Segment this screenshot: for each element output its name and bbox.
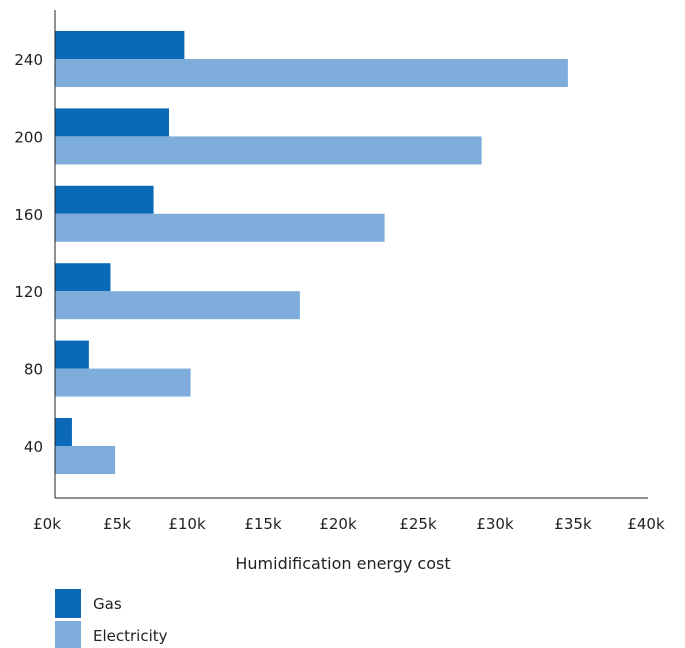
- bar-electricity-160: [55, 213, 385, 242]
- x-tick-label-6: £30k: [476, 515, 514, 533]
- x-tick-label-3: £15k: [244, 515, 282, 533]
- bar-gas-40: [55, 418, 72, 446]
- y-tick-label-80: 80: [24, 361, 43, 379]
- x-tick-labels: £0k £5k £10k £15k £20k £25k £30k £35k £40k: [33, 515, 665, 533]
- bar-gas-120: [55, 263, 111, 292]
- y-tick-labels: 240 200 160 120 80 40: [14, 51, 43, 456]
- legend: Gas Electricity: [55, 589, 168, 648]
- y-tick-label-120: 120: [14, 283, 43, 301]
- x-tick-label-0: £0k: [33, 515, 61, 533]
- bar-gas-240: [55, 31, 185, 59]
- x-tick-label-5: £25k: [399, 515, 437, 533]
- bars-group: [55, 31, 568, 474]
- x-tick-label-8: £40k: [627, 515, 665, 533]
- y-tick-label-240: 240: [14, 51, 43, 69]
- bar-gas-200: [55, 108, 169, 137]
- x-tick-label-4: £20k: [319, 515, 357, 533]
- x-tick-label-1: £5k: [103, 515, 131, 533]
- legend-swatch-gas: [55, 589, 81, 618]
- legend-swatch-electricity: [55, 621, 81, 648]
- x-tick-label-2: £10k: [168, 515, 206, 533]
- y-tick-label-160: 160: [14, 206, 43, 224]
- bar-gas-160: [55, 185, 154, 214]
- bar-electricity-240: [55, 59, 568, 87]
- legend-label-electricity: Electricity: [93, 627, 168, 645]
- bar-electricity-200: [55, 136, 482, 165]
- axes-group: [54, 10, 648, 499]
- legend-label-gas: Gas: [93, 595, 122, 613]
- x-tick-label-7: £35k: [554, 515, 592, 533]
- bar-electricity-40: [55, 446, 116, 474]
- bar-electricity-80: [55, 368, 191, 397]
- y-tick-label-40: 40: [24, 438, 43, 456]
- y-tick-label-200: 200: [14, 128, 43, 146]
- x-axis-title: Humidification energy cost: [235, 554, 450, 573]
- bar-gas-80: [55, 340, 89, 369]
- bar-electricity-120: [55, 291, 300, 320]
